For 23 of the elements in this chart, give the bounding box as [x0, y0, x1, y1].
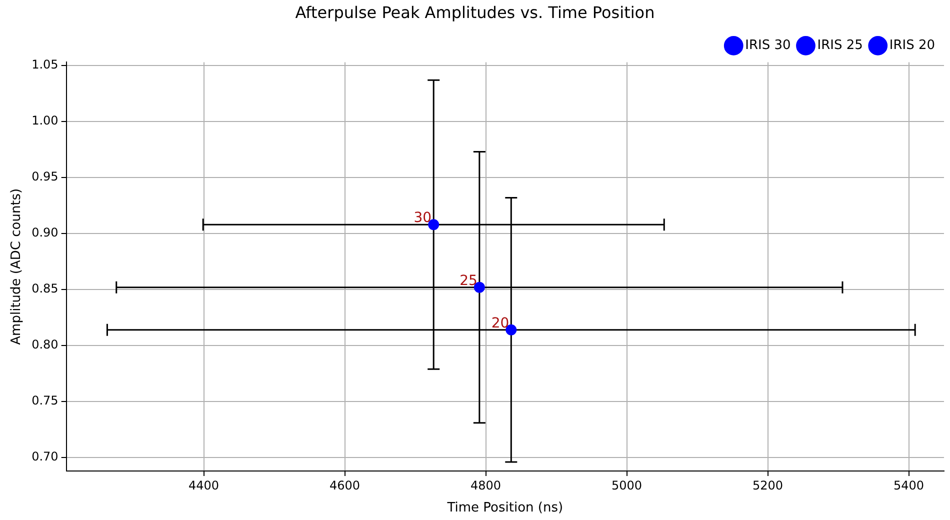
y-tick-label: 0.85 [32, 282, 58, 296]
x-tick-label: 4600 [330, 478, 360, 492]
annotation: 30 [414, 210, 432, 226]
legend-label: IRIS 30 [745, 38, 791, 54]
chart-title: Afterpulse Peak Amplitudes vs. Time Position [295, 2, 655, 22]
y-tick-label: 0.90 [32, 226, 58, 240]
x-tick-label: 5200 [752, 478, 784, 492]
annotation: 25 [460, 272, 478, 289]
y-tick-label: 1.05 [32, 58, 58, 72]
legend-label: IRIS 25 [817, 38, 863, 54]
x-axis-title: Time Position (ns) [446, 500, 564, 516]
y-axis-title: Amplitude (ADC counts) [9, 188, 24, 345]
y-tick-label: 0.95 [32, 170, 58, 184]
y-tick-label: 0.75 [32, 394, 58, 408]
y-tick-label: 0.70 [32, 450, 58, 464]
x-tick-label: 4800 [470, 478, 502, 492]
annotation: 20 [491, 316, 510, 332]
y-tick-label: 1.00 [32, 114, 58, 128]
x-tick-label: 5400 [893, 478, 924, 492]
y-tick-label: 0.80 [32, 338, 58, 352]
legend-label: IRIS 20 [889, 38, 936, 54]
x-tick-label: 5000 [611, 478, 642, 492]
x-tick-label: 4400 [188, 478, 220, 492]
